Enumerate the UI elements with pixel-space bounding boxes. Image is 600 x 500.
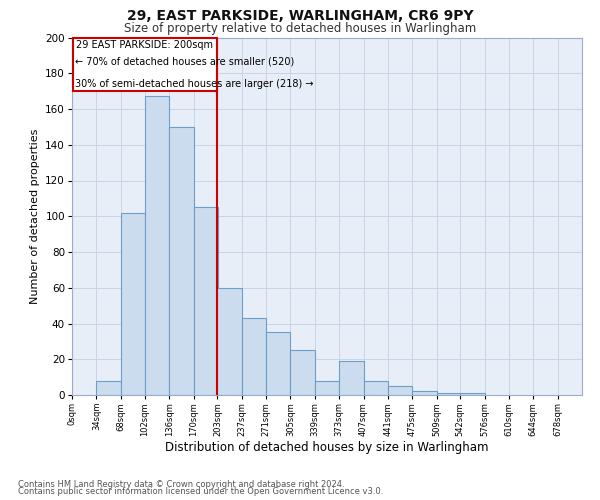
Bar [242, 318, 266, 395]
Bar [145, 96, 169, 395]
Bar [266, 332, 290, 395]
Text: Size of property relative to detached houses in Warlingham: Size of property relative to detached ho… [124, 22, 476, 35]
Bar [412, 392, 437, 395]
Bar [388, 386, 412, 395]
Bar [121, 212, 145, 395]
Text: 29, EAST PARKSIDE, WARLINGHAM, CR6 9PY: 29, EAST PARKSIDE, WARLINGHAM, CR6 9PY [127, 9, 473, 23]
Text: 30% of semi-detached houses are larger (218) →: 30% of semi-detached houses are larger (… [75, 80, 313, 90]
Bar [437, 393, 461, 395]
Bar [339, 361, 364, 395]
Bar [460, 393, 485, 395]
Bar [315, 380, 339, 395]
Text: Contains public sector information licensed under the Open Government Licence v3: Contains public sector information licen… [18, 487, 383, 496]
Text: 29 EAST PARKSIDE: 200sqm: 29 EAST PARKSIDE: 200sqm [76, 40, 213, 50]
X-axis label: Distribution of detached houses by size in Warlingham: Distribution of detached houses by size … [165, 442, 489, 454]
Bar [169, 127, 194, 395]
Y-axis label: Number of detached properties: Number of detached properties [30, 128, 40, 304]
Bar [290, 350, 315, 395]
Bar [217, 288, 242, 395]
Text: Contains HM Land Registry data © Crown copyright and database right 2024.: Contains HM Land Registry data © Crown c… [18, 480, 344, 489]
Bar [194, 208, 218, 395]
Bar [73, 38, 217, 91]
Bar [364, 380, 388, 395]
Text: ← 70% of detached houses are smaller (520): ← 70% of detached houses are smaller (52… [75, 56, 294, 66]
Bar [97, 380, 121, 395]
